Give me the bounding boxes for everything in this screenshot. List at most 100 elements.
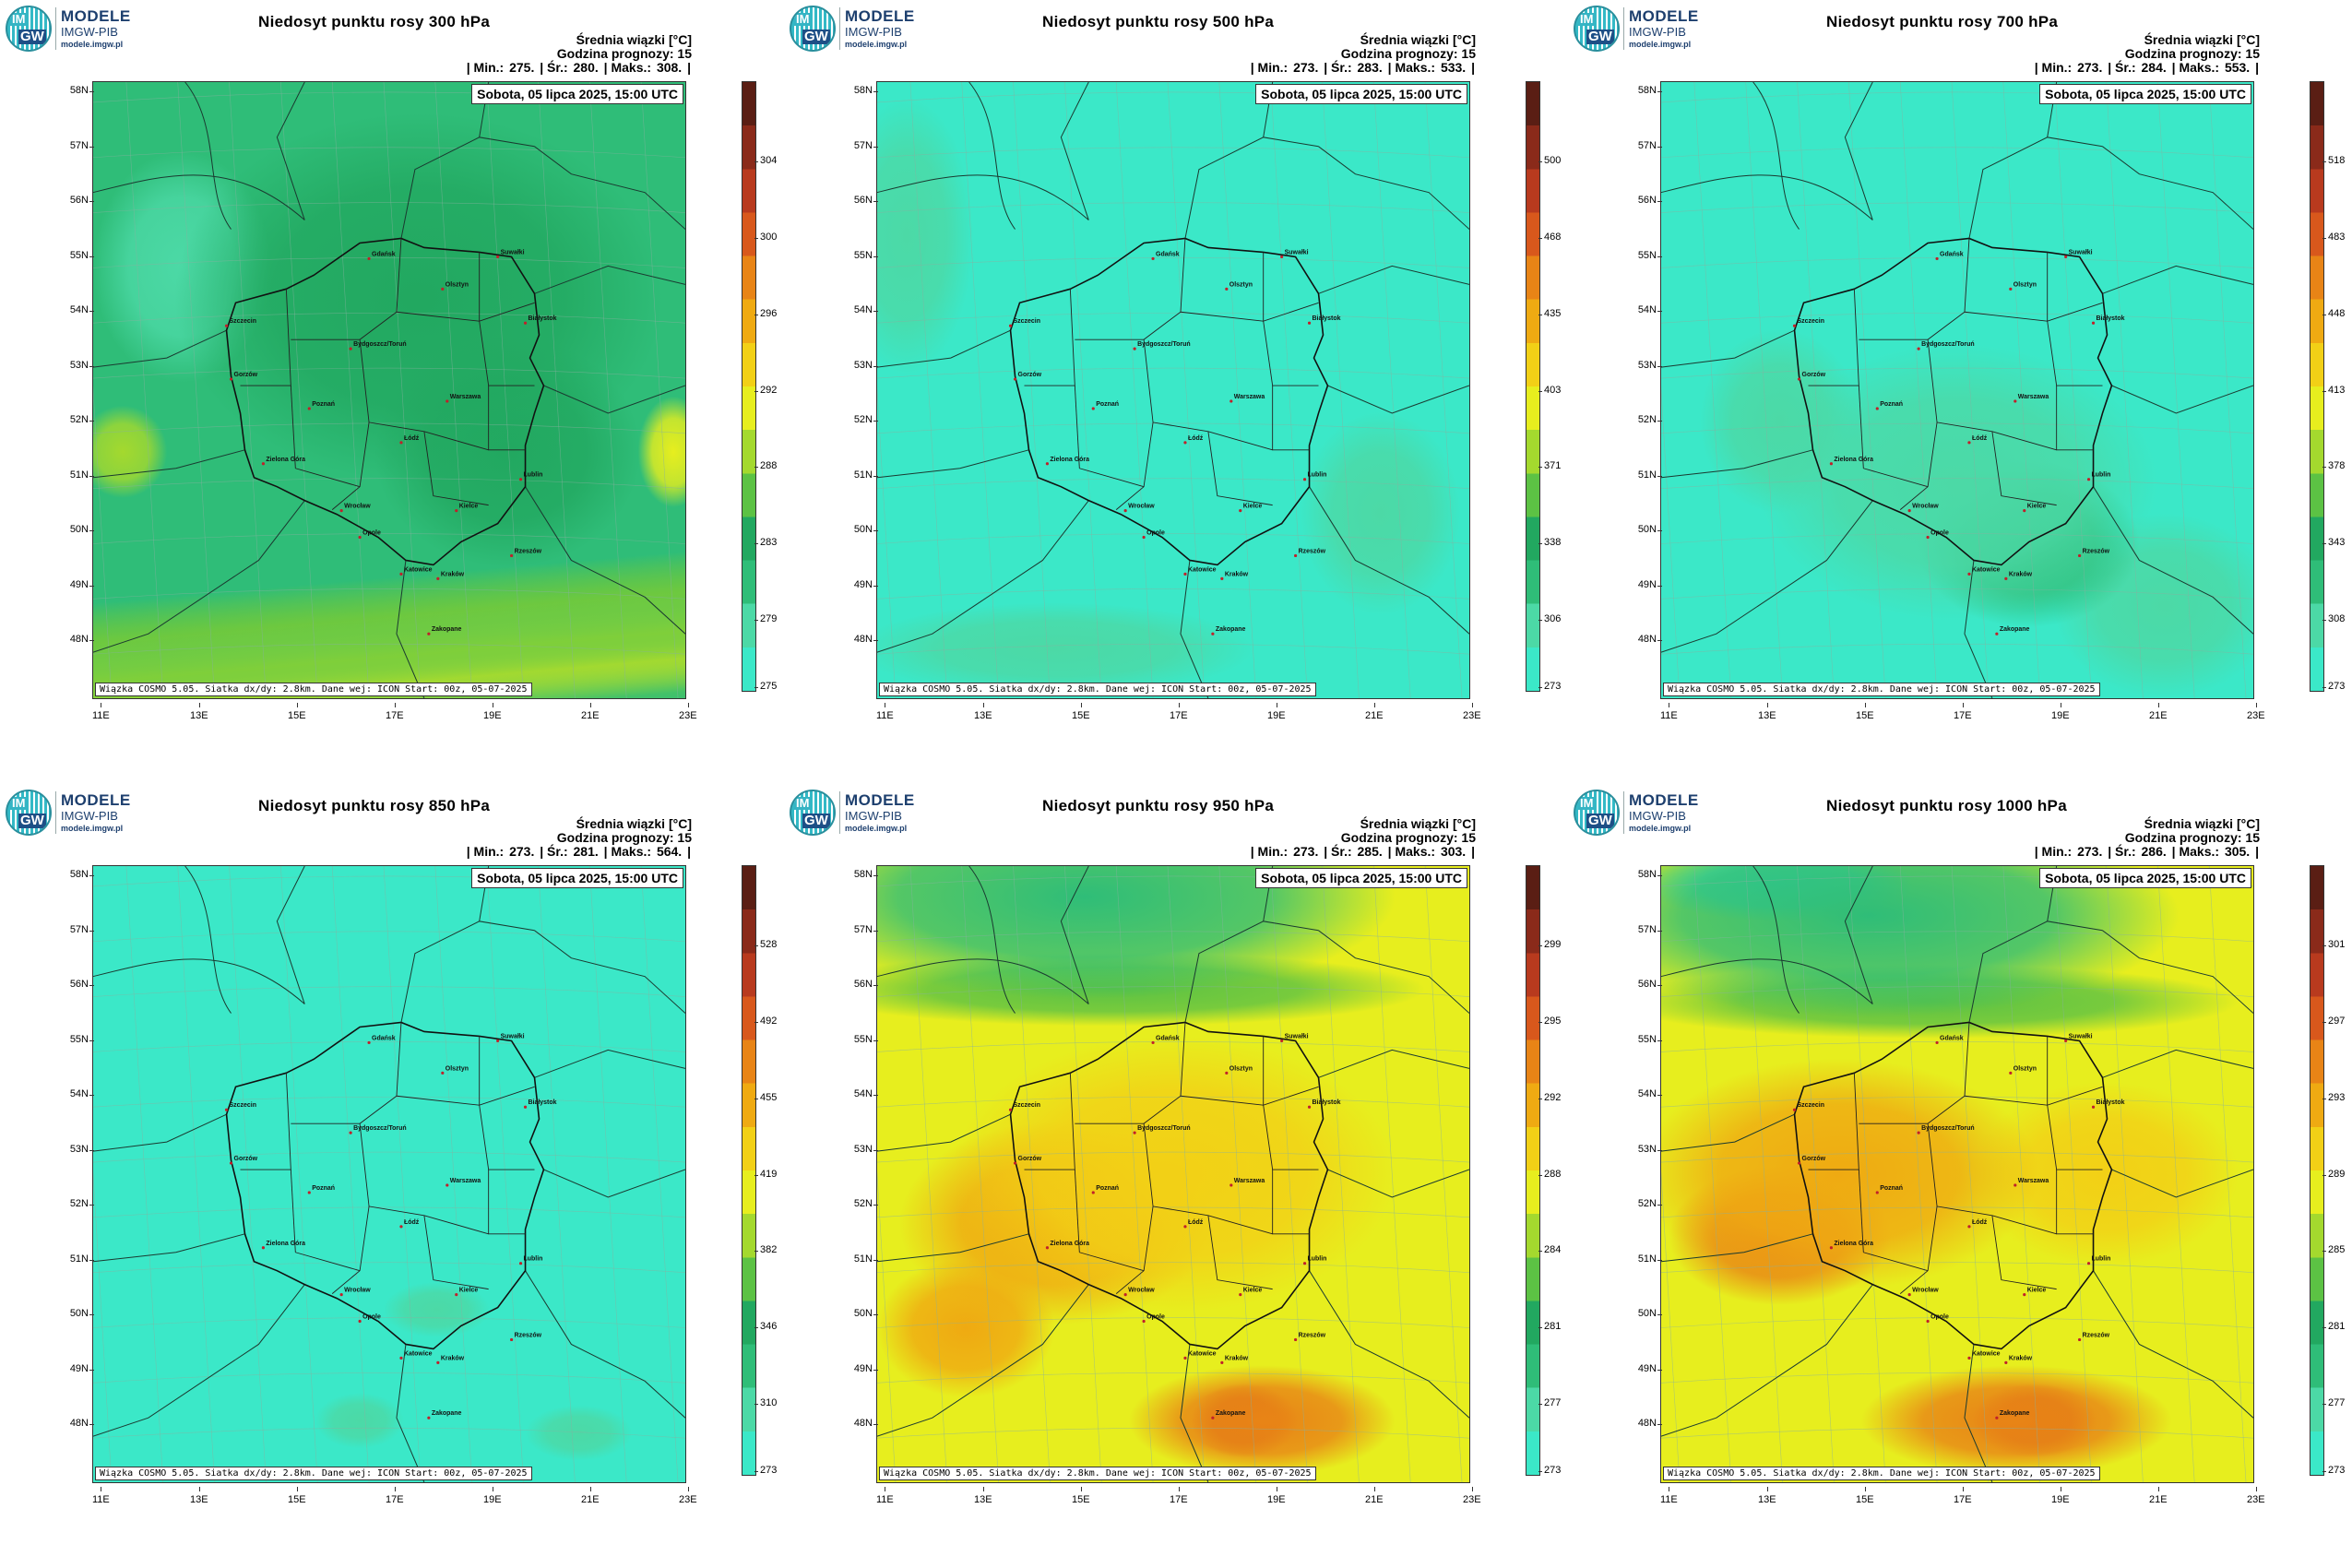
- voivodeship-border: [1075, 1022, 1186, 1124]
- parallel-line: [1661, 202, 2253, 213]
- city-label: Zielona Góra: [1834, 1241, 1873, 1247]
- country-border: [1327, 385, 1469, 414]
- latitude-label: 56N: [61, 979, 94, 990]
- logo-divider: [55, 791, 56, 834]
- map-area[interactable]: Gdańsk Olsztyn Suwałki Białystok Szczecin Byd…: [876, 865, 1470, 1483]
- longitude-label: 13E: [974, 1487, 992, 1505]
- stats-line: | Min.: 273. | Śr.: 286. | Maks.: 305. |: [2034, 845, 2260, 859]
- city-marker: [1935, 1040, 1939, 1045]
- logo-divider: [1623, 7, 1624, 50]
- parallel-line: [1661, 1206, 2253, 1218]
- longitude-label: 21E: [581, 703, 600, 721]
- latitude-label: 56N: [845, 979, 878, 990]
- imgw-logo[interactable]: IM GW MODELE IMGW-PIB modele.imgw.pl: [1574, 4, 1721, 52]
- voivodeship-border: [1863, 468, 1929, 488]
- map-overlay: Gdańsk Olsztyn Suwałki Białystok Szczecin Byd…: [877, 866, 1469, 1482]
- logo-text-imgw: IMGW-PIB: [1629, 809, 1686, 823]
- city-marker: [1302, 1262, 1307, 1265]
- imgw-logo[interactable]: IM GW MODELE IMGW-PIB modele.imgw.pl: [790, 4, 937, 52]
- city-label: Białystok: [1313, 315, 1341, 322]
- longitude-label: 17E: [1954, 1487, 1972, 1505]
- longitude-label: 15E: [1856, 1487, 1874, 1505]
- city-marker: [445, 1183, 449, 1187]
- voivodeship-border: [1079, 1252, 1145, 1272]
- meridian-line: [909, 866, 948, 1482]
- city-marker: [436, 1360, 440, 1364]
- city-label: Kielce: [1243, 504, 1263, 510]
- panel-title: Niedosyt punktu rosy 500 hPa: [1042, 13, 1275, 30]
- city-label: Olsztyn: [445, 281, 469, 288]
- voivodeship-border: [295, 468, 361, 488]
- imgw-logo[interactable]: IM GW MODELE IMGW-PIB modele.imgw.pl: [1574, 788, 1721, 836]
- country-border: [400, 921, 535, 1023]
- meridian-line: [177, 866, 215, 1482]
- parallel-line: [877, 1151, 1469, 1163]
- city-label: Poznań: [1880, 1185, 1903, 1192]
- stat-min-label: | Min.:: [466, 844, 505, 859]
- map-area[interactable]: Gdańsk Olsztyn Suwałki Białystok Szczecin Byd…: [92, 81, 686, 699]
- map-area[interactable]: Gdańsk Olsztyn Suwałki Białystok Szczecin Byd…: [1660, 81, 2254, 699]
- longitude-label: 17E: [386, 703, 404, 721]
- country-border: [1661, 329, 1795, 368]
- city-label: Katowice: [404, 566, 433, 573]
- latitude-label: 58N: [845, 85, 878, 96]
- imgw-logo[interactable]: IM GW MODELE IMGW-PIB modele.imgw.pl: [6, 788, 153, 836]
- meridian-line: [877, 1169, 897, 1482]
- latitude-label: 52N: [61, 1198, 94, 1209]
- city-marker: [509, 1337, 514, 1342]
- voivodeship-border: [1899, 1206, 1938, 1294]
- city-marker: [1013, 1161, 1017, 1165]
- parallel-line: [877, 533, 1469, 544]
- map-area[interactable]: Gdańsk Olsztyn Suwałki Białystok Szczecin Byd…: [92, 865, 686, 1483]
- city-label: Lublin: [524, 472, 543, 479]
- voivodeship-border: [396, 302, 535, 322]
- city-marker: [1307, 321, 1312, 325]
- city-label: Warszawa: [450, 394, 481, 400]
- meridian-line: [2002, 82, 2041, 698]
- country-border: [2093, 1270, 2253, 1419]
- city-marker: [1792, 324, 1797, 327]
- poland-border: [1009, 237, 1329, 566]
- city-marker: [496, 255, 500, 259]
- country-border: [2102, 265, 2253, 294]
- city-marker: [1142, 1319, 1146, 1324]
- parallel-line: [1661, 1262, 2253, 1273]
- map-area[interactable]: Gdańsk Olsztyn Suwałki Białystok Szczecin Byd…: [876, 81, 1470, 699]
- meridian-line: [961, 82, 999, 698]
- country-border: [534, 265, 685, 294]
- panel-title: Niedosyt punktu rosy 1000 hPa: [1826, 797, 2067, 814]
- city-marker: [1792, 1108, 1797, 1111]
- parallel-line: [93, 533, 685, 544]
- longitude-label: 15E: [1072, 703, 1090, 721]
- city-marker: [1935, 256, 1939, 261]
- map-area[interactable]: Gdańsk Olsztyn Suwałki Białystok Szczecin Byd…: [1660, 865, 2254, 1483]
- voivodeship-border: [359, 339, 424, 433]
- imgw-logo[interactable]: IM GW MODELE IMGW-PIB modele.imgw.pl: [790, 788, 937, 836]
- meridian-line: [229, 866, 267, 1482]
- country-border: [877, 1113, 1011, 1152]
- voivodeship-border: [423, 431, 489, 451]
- panel-title: Niedosyt punktu rosy 950 hPa: [1042, 797, 1275, 814]
- city-marker: [523, 1105, 528, 1109]
- colorbar-tick-label: 338: [1538, 537, 1562, 549]
- logo-text-modele: MODELE: [1629, 791, 1699, 809]
- forecast-panel: IM GW MODELE IMGW-PIB modele.imgw.pl Nie…: [1568, 784, 2352, 1568]
- meridian-line: [538, 82, 576, 698]
- parallel-line: [93, 986, 685, 997]
- colorbar-tick-label: 500: [1538, 155, 1562, 166]
- panel-title: Niedosyt punktu rosy 850 hPa: [258, 797, 491, 814]
- city-marker: [427, 1416, 431, 1420]
- city-marker: [229, 1161, 233, 1165]
- city-marker: [307, 1191, 311, 1194]
- city-label: Gdańsk: [372, 251, 396, 257]
- parallel-line: [93, 312, 685, 324]
- info-title: Średnia wiązki [°C]: [2144, 816, 2260, 831]
- meridian-line: [1270, 82, 1308, 698]
- country-border: [1661, 958, 1873, 1004]
- city-marker: [367, 256, 371, 261]
- imgw-logo[interactable]: IM GW MODELE IMGW-PIB modele.imgw.pl: [6, 4, 153, 52]
- latitude-label: 58N: [1629, 869, 1662, 880]
- colorbar-tick-label: 343: [2322, 537, 2346, 549]
- country-border: [1184, 921, 1319, 1023]
- city-marker: [518, 1262, 523, 1265]
